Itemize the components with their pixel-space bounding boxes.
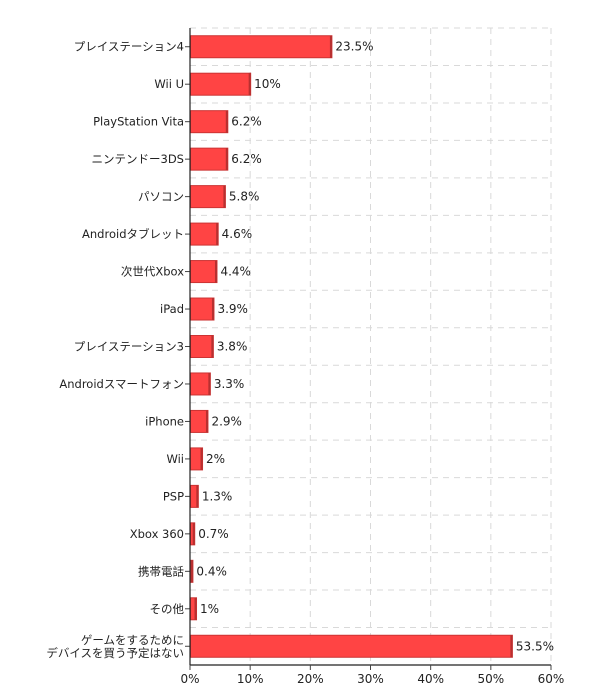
x-tick-label: 40% — [417, 672, 444, 686]
bars-layer — [190, 35, 513, 658]
x-tick-label: 50% — [477, 672, 504, 686]
data-label: 0.4% — [196, 564, 227, 578]
axis-layer — [185, 28, 552, 670]
bar — [190, 72, 252, 96]
data-label: 2.9% — [211, 414, 242, 428]
bar — [190, 260, 218, 284]
grid-layer — [190, 27, 552, 666]
data-label: 1.3% — [202, 489, 233, 503]
category-label: Androidスマートフォン — [59, 377, 184, 391]
category-label: パソコン — [138, 190, 184, 204]
bar — [190, 634, 513, 658]
category-label: ゲームをするために — [81, 633, 184, 647]
bar-edge — [225, 110, 228, 133]
x-tick-label: 60% — [538, 672, 565, 686]
bar — [190, 409, 209, 433]
bar — [190, 372, 211, 396]
x-tick-label: 20% — [297, 672, 324, 686]
category-label: その他 — [150, 602, 185, 616]
category-label: iPad — [160, 302, 184, 316]
category-label: Wii U — [154, 77, 184, 91]
category-label: 携帯電話 — [138, 564, 184, 578]
category-label: デバイスを買う予定はない — [46, 646, 184, 660]
bar-edge — [214, 260, 217, 283]
category-label: iPhone — [145, 414, 184, 428]
category-label: Androidタブレット — [82, 227, 184, 241]
category-label: PSP — [163, 489, 184, 503]
category-label: Wii — [166, 452, 184, 466]
bar — [190, 147, 229, 171]
data-label: 6.2% — [231, 152, 262, 166]
bar — [190, 297, 215, 321]
bar — [190, 335, 214, 358]
bar-edge — [192, 522, 195, 545]
bar-edge — [223, 185, 226, 208]
bar-edge — [208, 372, 211, 395]
category-label: 次世代Xbox — [121, 265, 184, 279]
category-label: PlayStation Vita — [93, 115, 184, 129]
data-label: 53.5% — [516, 639, 554, 653]
bar-edge — [329, 35, 332, 58]
bar — [190, 110, 229, 134]
bar-edge — [248, 73, 251, 96]
data-label: 23.5% — [335, 40, 373, 54]
bar — [190, 35, 333, 59]
bar-edge — [211, 335, 214, 358]
bar-edge — [205, 410, 208, 433]
bar-edge — [200, 447, 203, 470]
data-label: 1% — [200, 602, 219, 616]
bar-edge — [190, 560, 193, 583]
data-label: 3.9% — [217, 302, 248, 316]
data-label: 3.3% — [214, 377, 245, 391]
labels-layer: 23.5% プレイステーション4 10% Wii U 6.2% PlayStation V… — [46, 40, 564, 686]
data-label: 0.7% — [198, 527, 229, 541]
category-label: プレイステーション4 — [74, 40, 184, 54]
bar-edge — [196, 485, 199, 508]
bar-edge — [225, 148, 228, 171]
category-label: プレイステーション3 — [74, 340, 184, 354]
category-label: ニンテンドー3DS — [92, 152, 184, 166]
x-tick-label: 30% — [357, 672, 384, 686]
data-label: 4.4% — [220, 265, 251, 279]
bar — [190, 185, 226, 209]
bar-edge — [510, 635, 513, 658]
data-label: 2% — [206, 452, 225, 466]
data-label: 10% — [254, 77, 281, 91]
x-tick-label: 0% — [180, 672, 199, 686]
bar-edge — [216, 223, 219, 246]
category-label: Xbox 360 — [130, 527, 184, 541]
data-label: 4.6% — [222, 227, 253, 241]
data-label: 3.8% — [217, 340, 248, 354]
bar-edge — [211, 298, 214, 321]
bar — [190, 222, 219, 246]
x-tick-label: 10% — [237, 672, 264, 686]
bar-edge — [194, 597, 197, 620]
data-label: 5.8% — [229, 190, 260, 204]
data-label: 6.2% — [231, 115, 262, 129]
